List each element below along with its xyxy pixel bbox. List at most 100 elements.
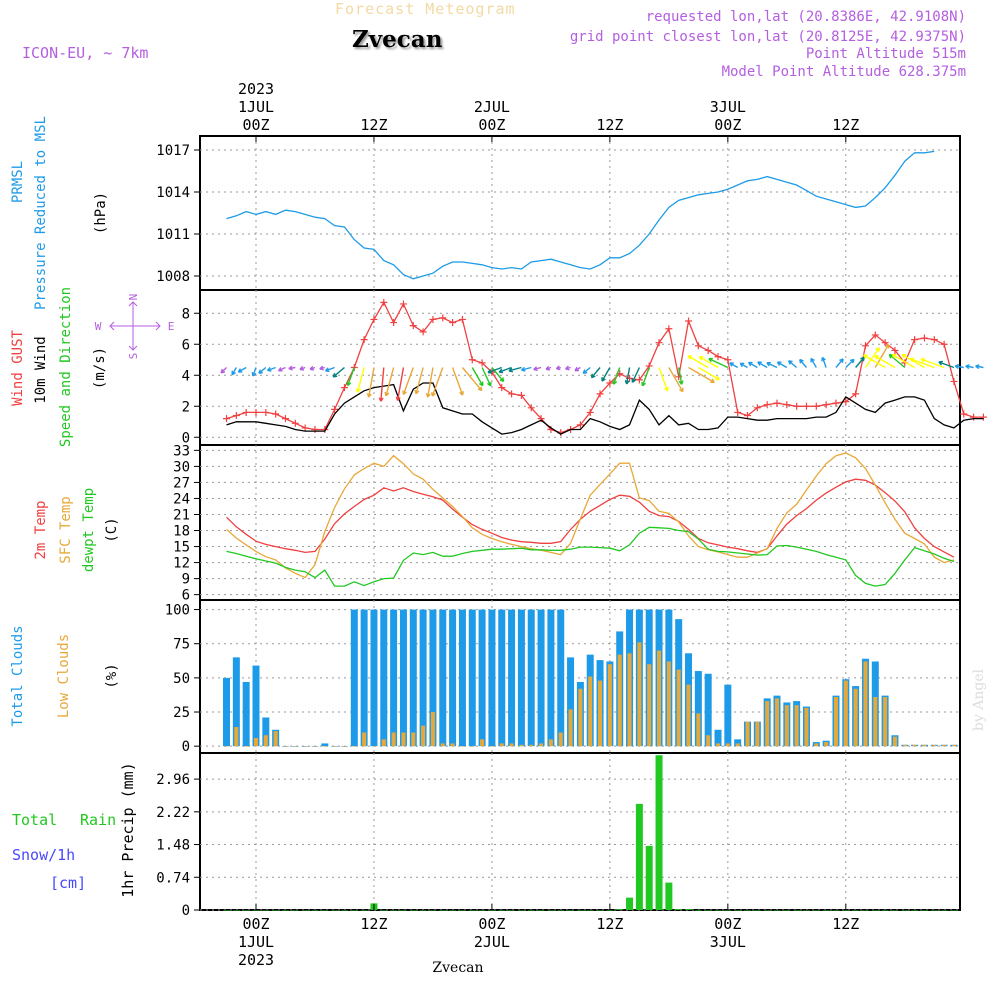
- gust-marker: [596, 390, 604, 398]
- bar: [586, 910, 594, 911]
- bottom-time-label: 3JUL: [710, 933, 746, 951]
- bar: [291, 910, 299, 911]
- wind-arrow: [237, 366, 247, 373]
- gust-marker: [468, 356, 476, 364]
- gust-marker: [861, 342, 869, 350]
- gust-marker: [694, 342, 702, 350]
- bar: [911, 910, 919, 911]
- bar: [940, 910, 948, 911]
- bar: [499, 743, 504, 747]
- wind-arrow-head: [533, 366, 538, 372]
- bar: [322, 746, 327, 747]
- forecast-title: Forecast Meteogram: [335, 0, 516, 18]
- gust-marker: [498, 384, 506, 392]
- bar: [607, 664, 612, 747]
- bar: [547, 609, 555, 747]
- wind-arrow: [821, 357, 827, 368]
- bottom-time-label: 12Z: [596, 915, 623, 933]
- bar: [488, 609, 496, 747]
- bar: [470, 746, 475, 747]
- y-tick-label: 2.96: [156, 772, 190, 788]
- bar: [537, 609, 545, 747]
- bar: [380, 609, 388, 747]
- bar: [853, 688, 858, 747]
- wind-arrow: [845, 358, 855, 368]
- wind-arrow: [582, 366, 591, 374]
- y-tick-label: 50: [173, 671, 190, 687]
- wind-arrow: [356, 367, 365, 393]
- wind-arrow: [864, 347, 880, 368]
- wind-arrow-head: [555, 365, 561, 371]
- bar: [755, 721, 760, 747]
- panel-unit-pct: (%): [104, 663, 120, 688]
- bar: [421, 725, 426, 747]
- panel-label-sfc-temp: SFC Temp: [58, 496, 74, 563]
- panel-4: 0 25 50 75 100: [165, 599, 961, 755]
- bar: [399, 910, 407, 911]
- wind-arrow: [757, 361, 768, 369]
- bar: [450, 743, 455, 747]
- y-tick-label: 1014: [156, 185, 190, 201]
- bar: [578, 688, 583, 747]
- wind-arrow-head: [766, 361, 771, 367]
- bar: [252, 665, 260, 747]
- wind-arrow-head: [582, 369, 588, 375]
- wind-arrow-head: [487, 369, 493, 374]
- bar: [616, 909, 624, 910]
- bar: [419, 609, 427, 747]
- panel-label-low-clouds: Low Clouds: [56, 634, 72, 718]
- gust-marker: [429, 315, 437, 323]
- bar: [293, 746, 298, 747]
- bar: [655, 755, 663, 910]
- bar: [273, 731, 278, 747]
- wind-arrow: [697, 366, 720, 381]
- wind-arrow-head: [710, 378, 715, 384]
- wind-arrow-head: [839, 358, 844, 364]
- wind-arrow-head: [355, 388, 361, 393]
- bar: [242, 681, 250, 747]
- bar: [234, 727, 239, 747]
- gust-marker: [724, 356, 732, 364]
- wind-arrow-head: [863, 354, 868, 359]
- panel-unit-hpa: (hPa): [93, 192, 109, 234]
- bottom-time-label: 00Z: [478, 915, 505, 933]
- panel-label-wind: 10m Wind: [33, 336, 49, 403]
- wind-arrow: [332, 366, 345, 378]
- bar: [793, 910, 801, 911]
- bar: [724, 684, 732, 747]
- bar: [370, 609, 378, 747]
- wind-arrow-head: [431, 392, 436, 397]
- compass-n: N: [127, 294, 140, 301]
- wind-arrow-head: [366, 393, 372, 398]
- bar: [537, 910, 545, 911]
- wind-arrow: [863, 354, 886, 369]
- y-tick-label: 0: [182, 903, 190, 919]
- bar: [950, 910, 958, 911]
- bar: [478, 609, 486, 747]
- wind-arrow-head: [954, 364, 960, 370]
- wind-arrow-head: [849, 358, 855, 364]
- wind-arrow: [910, 358, 935, 369]
- wind-arrow-head: [499, 377, 505, 383]
- bar: [508, 910, 516, 911]
- bar: [232, 657, 240, 747]
- gust-marker: [950, 377, 958, 385]
- wind-arrow: [601, 367, 611, 382]
- y-tick-label: 9: [182, 572, 190, 588]
- gust-marker: [301, 424, 309, 432]
- gust-marker: [291, 419, 299, 427]
- gust-marker: [439, 314, 447, 322]
- wind-arrow: [874, 355, 896, 369]
- bar: [802, 910, 810, 911]
- gust-marker: [331, 405, 339, 413]
- wind-arrow-head: [477, 386, 483, 392]
- bar: [932, 744, 937, 747]
- bar: [627, 653, 632, 747]
- wind-arrow: [788, 360, 798, 369]
- top-time-label: 3JUL: [710, 98, 746, 116]
- wind-arrow-head: [965, 364, 970, 370]
- wind-arrow-head: [402, 390, 407, 395]
- wind-arrow-head: [395, 396, 401, 401]
- wind-arrow-head: [799, 358, 804, 364]
- bar: [557, 609, 565, 747]
